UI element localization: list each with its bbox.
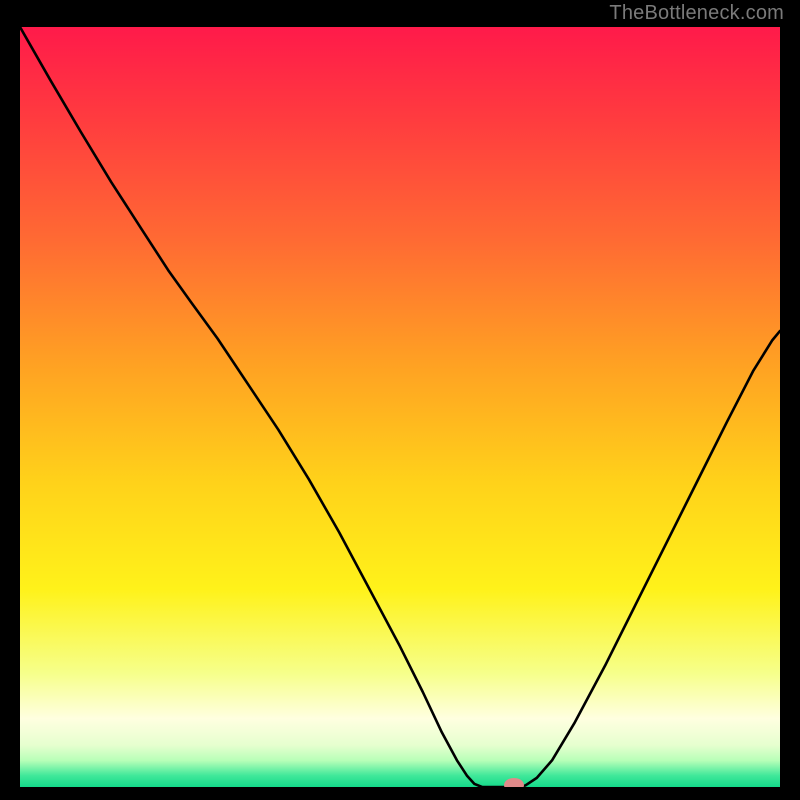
plot-area: [20, 27, 780, 787]
chart-frame: TheBottleneck.com: [0, 0, 800, 800]
bottleneck-curve-chart: [20, 27, 780, 787]
gradient-background: [20, 27, 780, 787]
attribution-text: TheBottleneck.com: [609, 2, 784, 25]
